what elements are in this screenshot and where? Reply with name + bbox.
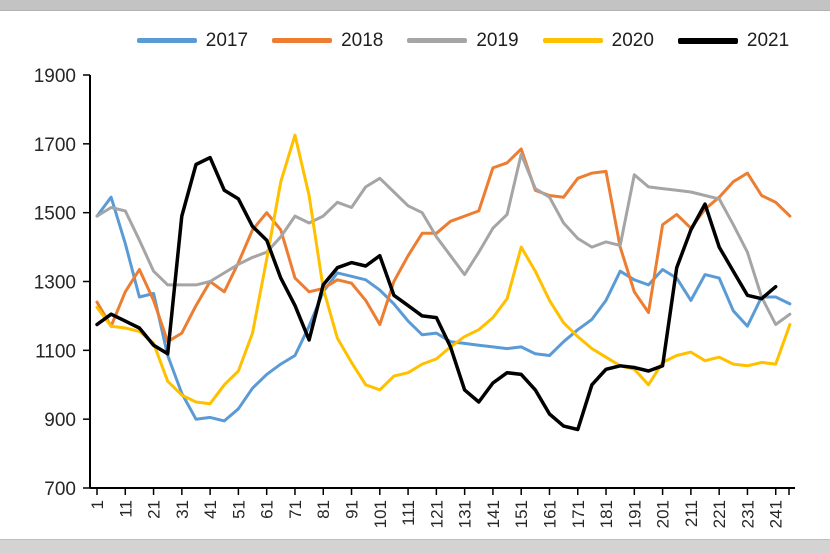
x-axis-tick-label: 1 (88, 500, 107, 509)
x-axis-tick-label: 231 (738, 500, 757, 528)
legend-item-2021: 2021 (677, 30, 790, 51)
y-axis-tick-label: 700 (44, 479, 76, 500)
x-axis-tick-label: 41 (201, 500, 220, 519)
series-line-2017 (95, 195, 792, 423)
x-axis-tick-label: 221 (710, 500, 729, 528)
legend-item-2017: 2017 (136, 30, 249, 51)
x-axis-tick-label: 151 (512, 500, 531, 528)
series-line-2018 (95, 147, 792, 344)
x-axis-tick-label: 11 (116, 500, 135, 518)
x-axis-tick-label: 131 (456, 500, 475, 528)
chart-legend: 2017 2018 2019 2020 2021 (110, 31, 816, 50)
legend-label: 2019 (476, 30, 519, 51)
x-axis-tick-label: 91 (343, 500, 362, 519)
legend-color-swatch (272, 38, 333, 43)
legend-item-2018: 2018 (272, 31, 383, 50)
y-axis-tick-label: 1700 (34, 135, 76, 156)
series-line-2021 (95, 155, 778, 432)
x-axis-tick-label: 241 (767, 500, 786, 528)
legend-color-swatch (407, 38, 468, 43)
x-axis-tick-label: 101 (371, 500, 390, 528)
y-axis-tick-label: 1900 (34, 66, 76, 87)
x-axis-tick-label: 211 (682, 500, 701, 527)
x-axis-tick-label: 81 (314, 500, 333, 519)
legend-item-2019: 2019 (407, 30, 519, 51)
page-bottom-edge (0, 539, 830, 553)
x-axis-tick-label: 121 (427, 500, 446, 528)
x-axis-tick-label: 161 (540, 500, 559, 528)
x-axis-tick-label: 201 (654, 500, 673, 528)
x-axis-tick-label: 171 (569, 500, 588, 528)
y-axis-tick-label: 1500 (34, 204, 76, 225)
x-axis-tick-label: 51 (229, 500, 248, 519)
y-axis-tick-label: 1100 (35, 341, 76, 362)
legend-color-swatch (542, 38, 603, 43)
x-axis-tick-label: 31 (173, 500, 192, 519)
page-top-edge (0, 0, 830, 11)
legend-color-swatch (136, 38, 197, 43)
x-axis-tick-label: 21 (145, 500, 164, 519)
legend-label: 2017 (205, 30, 249, 51)
x-axis-tick-label: 61 (258, 500, 277, 519)
x-axis-tick-label: 71 (286, 500, 305, 519)
x-axis-tick-label: 181 (597, 500, 616, 528)
x-axis-tick-label: 191 (625, 500, 644, 528)
x-axis-tick-label: 111 (399, 500, 418, 526)
legend-label: 2018 (341, 30, 384, 51)
legend-item-2020: 2020 (542, 30, 654, 51)
legend-color-swatch (677, 37, 738, 44)
y-axis-tick-label: 1300 (34, 273, 76, 294)
series-line-2019 (95, 152, 792, 326)
series-line-2020 (95, 133, 792, 406)
x-axis-tick-label: 141 (484, 500, 503, 528)
legend-label: 2021 (746, 30, 790, 51)
legend-label: 2020 (611, 30, 654, 51)
y-axis-tick-label: 900 (44, 410, 76, 431)
